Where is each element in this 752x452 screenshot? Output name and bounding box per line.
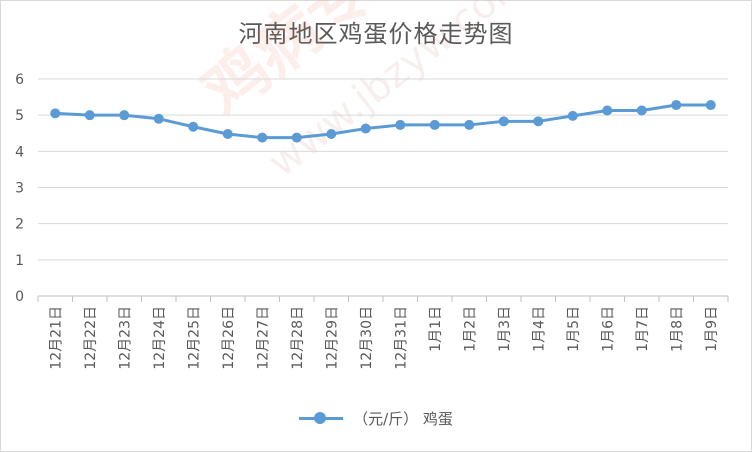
data-point — [84, 110, 95, 121]
data-point — [50, 108, 61, 119]
y-tick-label: 6 — [15, 72, 24, 88]
data-point — [498, 116, 509, 127]
y-tick-label: 5 — [15, 108, 24, 124]
x-tick-label: 12月31日 — [393, 306, 409, 370]
data-point — [705, 100, 716, 111]
data-point — [671, 100, 682, 111]
data-point — [291, 132, 302, 143]
chart-title: 河南地区鸡蛋价格走势图 — [238, 20, 514, 48]
data-point — [153, 113, 164, 124]
legend-marker-icon — [299, 412, 344, 424]
x-tick-label: 12月24日 — [152, 306, 168, 370]
x-tick-label: 12月21日 — [48, 306, 64, 370]
x-tick-label: 1月9日 — [704, 306, 720, 352]
data-point — [119, 110, 130, 121]
x-tick-label: 1月5日 — [566, 306, 582, 352]
data-point — [326, 128, 337, 139]
x-axis: 12月21日 12月22日 12月23日 12月24日 12月25日 12月26日 12月2… — [37, 296, 729, 370]
x-tick-label: 12月30日 — [359, 306, 375, 370]
y-tick-label: 3 — [15, 181, 24, 197]
series-layer — [50, 100, 716, 143]
x-tick-label: 1月4日 — [531, 306, 547, 352]
y-tick-label: 2 — [15, 217, 24, 233]
data-point — [257, 132, 268, 143]
data-point — [636, 105, 647, 116]
data-point — [395, 119, 406, 130]
data-point — [464, 119, 475, 130]
data-point — [602, 105, 613, 116]
legend-label: （元/斤） 鸡蛋 — [353, 410, 453, 428]
x-tick-label: 12月23日 — [117, 306, 133, 370]
data-point — [222, 128, 233, 139]
data-point — [429, 119, 440, 130]
data-point — [188, 121, 199, 132]
x-tick-label: 1月8日 — [669, 306, 685, 352]
gridlines — [38, 78, 728, 297]
data-point — [567, 110, 578, 121]
y-tick-label: 1 — [15, 253, 24, 269]
x-tick-label: 1月3日 — [497, 306, 513, 352]
legend: （元/斤） 鸡蛋 — [0, 408, 752, 429]
data-point — [533, 116, 544, 127]
x-tick-label: 1月7日 — [635, 306, 651, 352]
x-tick-label: 12月25日 — [186, 306, 202, 370]
x-tick-label: 1月1日 — [428, 306, 444, 352]
x-tick-label: 12月22日 — [83, 306, 99, 370]
y-axis-ticks: 0 1 2 3 4 5 6 — [15, 72, 24, 305]
x-tick-label: 12月29日 — [324, 306, 340, 370]
x-tick-label: 12月27日 — [255, 306, 271, 370]
x-tick-label: 1月6日 — [600, 306, 616, 352]
y-tick-label: 0 — [15, 289, 24, 305]
series-line — [55, 103, 711, 140]
data-point — [360, 123, 371, 134]
y-tick-label: 4 — [15, 144, 24, 160]
x-tick-label: 1月2日 — [462, 306, 478, 352]
x-tick-label: 12月26日 — [221, 306, 237, 370]
x-tick-label: 12月28日 — [290, 306, 306, 370]
